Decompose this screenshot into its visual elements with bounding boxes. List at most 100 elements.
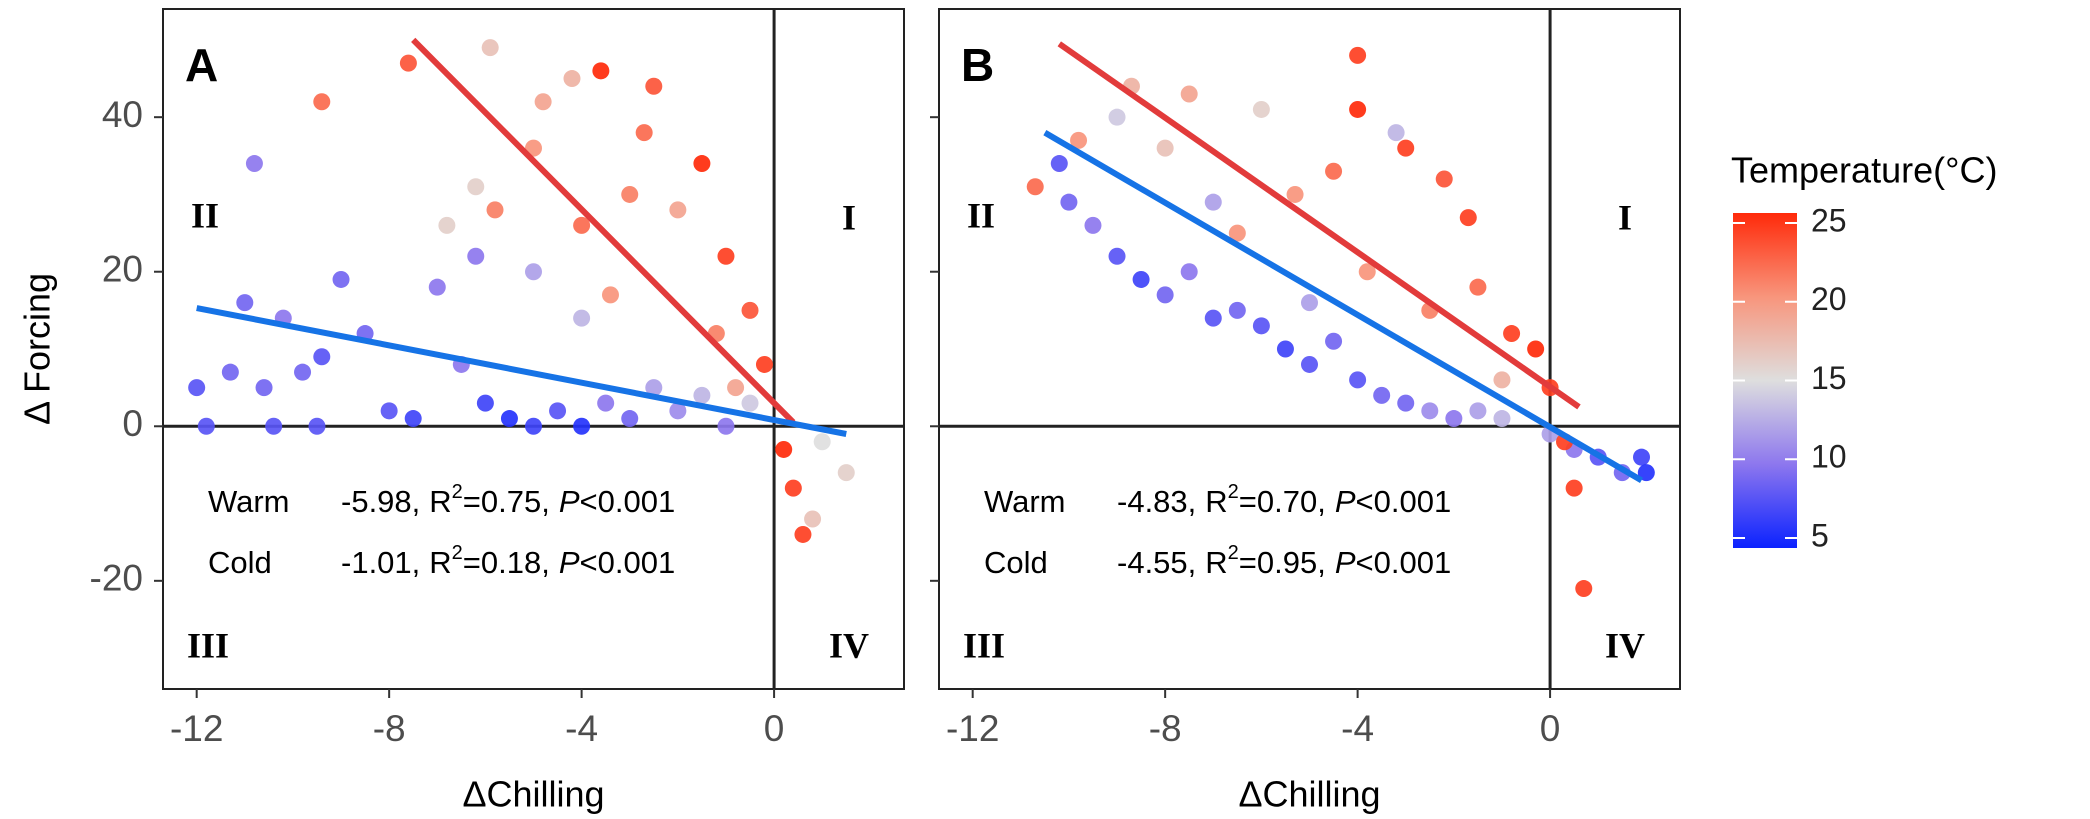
fit-name: Warm xyxy=(984,484,1066,519)
point xyxy=(1084,216,1102,234)
x-axis-label: ΔChilling xyxy=(462,774,604,815)
point xyxy=(1026,178,1044,196)
r2: =0.95, xyxy=(1239,545,1326,580)
fit-stats: -5.98, R2=0.75, P<0.001 xyxy=(341,481,675,519)
y-tick-label: 40 xyxy=(102,94,143,135)
point xyxy=(1349,371,1367,389)
point xyxy=(476,394,494,412)
point xyxy=(1050,155,1068,173)
point xyxy=(1108,108,1126,126)
point xyxy=(621,185,639,203)
point xyxy=(693,155,711,173)
point xyxy=(1349,46,1367,64)
point xyxy=(525,417,542,435)
point xyxy=(1156,139,1174,157)
point xyxy=(1575,580,1593,598)
point xyxy=(525,139,542,157)
point xyxy=(1633,448,1651,466)
point xyxy=(1435,170,1453,188)
point xyxy=(621,410,639,428)
point xyxy=(404,410,422,428)
point xyxy=(486,201,504,219)
point xyxy=(1070,131,1088,149)
r2: =0.70, xyxy=(1239,484,1326,519)
x-tick-label: -8 xyxy=(1149,708,1182,749)
r-label: R xyxy=(1205,545,1227,580)
point xyxy=(500,410,518,428)
r-sup: 2 xyxy=(452,542,463,564)
point xyxy=(563,70,581,88)
point xyxy=(669,201,687,219)
quadrant-label: I xyxy=(1618,197,1632,237)
point xyxy=(1469,278,1487,296)
point xyxy=(332,270,350,288)
p-value: <0.001 xyxy=(580,484,676,519)
colorbar-label: 10 xyxy=(1811,439,1847,475)
quadrant-label: IV xyxy=(1605,625,1645,665)
point xyxy=(313,93,331,111)
quadrant-label: II xyxy=(967,195,995,235)
fit-stats: -4.55, R2=0.95, P<0.001 xyxy=(1117,542,1451,580)
r-sup: 2 xyxy=(1228,481,1239,503)
x-tick-label: -4 xyxy=(1341,708,1374,749)
y-tick-label: 20 xyxy=(102,249,143,290)
point xyxy=(1156,286,1174,304)
point xyxy=(755,355,773,373)
point xyxy=(1132,270,1150,288)
r2: =0.18, xyxy=(463,545,550,580)
fit-stats: -4.83, R2=0.70, P<0.001 xyxy=(1117,481,1451,519)
point xyxy=(1228,224,1246,242)
point xyxy=(804,510,822,528)
plot-frame xyxy=(162,8,905,690)
point xyxy=(534,93,552,111)
y-tick-label: 0 xyxy=(122,403,143,444)
x-tick-label: -12 xyxy=(946,708,999,749)
colorbar-label: 20 xyxy=(1811,281,1847,317)
point xyxy=(1060,193,1078,211)
r-sup: 2 xyxy=(452,481,463,503)
point xyxy=(794,525,812,543)
point xyxy=(645,77,663,95)
point xyxy=(294,363,312,381)
point xyxy=(573,417,591,435)
point xyxy=(428,278,446,296)
p-label: P xyxy=(1335,484,1356,519)
fit-line xyxy=(1043,130,1644,483)
point xyxy=(313,348,331,366)
point xyxy=(635,124,653,142)
quadrant-label: III xyxy=(963,625,1005,665)
point xyxy=(1252,100,1270,118)
fit-line xyxy=(196,305,847,437)
point xyxy=(1637,464,1655,482)
slope: -4.83, xyxy=(1117,484,1196,519)
point xyxy=(1493,410,1511,428)
point xyxy=(717,417,735,435)
fit-name: Warm xyxy=(208,484,290,519)
r-label: R xyxy=(429,484,451,519)
fit-line xyxy=(411,37,796,425)
point xyxy=(1180,263,1198,281)
point xyxy=(1469,402,1487,420)
colorbar-label: 15 xyxy=(1811,360,1847,396)
panel-letter: A xyxy=(185,39,218,91)
point xyxy=(1358,263,1376,281)
point xyxy=(1252,317,1270,335)
x-tick-label: -12 xyxy=(170,708,223,749)
point xyxy=(727,379,745,397)
point xyxy=(592,62,610,80)
slope: -4.55, xyxy=(1117,545,1196,580)
point xyxy=(236,294,254,312)
quadrant-label: I xyxy=(842,197,856,237)
point xyxy=(380,402,398,420)
point xyxy=(1325,332,1343,350)
x-tick-label: -4 xyxy=(565,708,598,749)
slope: -1.01, xyxy=(341,545,420,580)
x-axis-label: ΔChilling xyxy=(1238,774,1380,815)
point xyxy=(717,247,735,265)
point xyxy=(438,216,456,234)
fit-line xyxy=(1057,41,1581,410)
point xyxy=(197,417,215,435)
point xyxy=(467,178,485,196)
point xyxy=(549,402,567,420)
